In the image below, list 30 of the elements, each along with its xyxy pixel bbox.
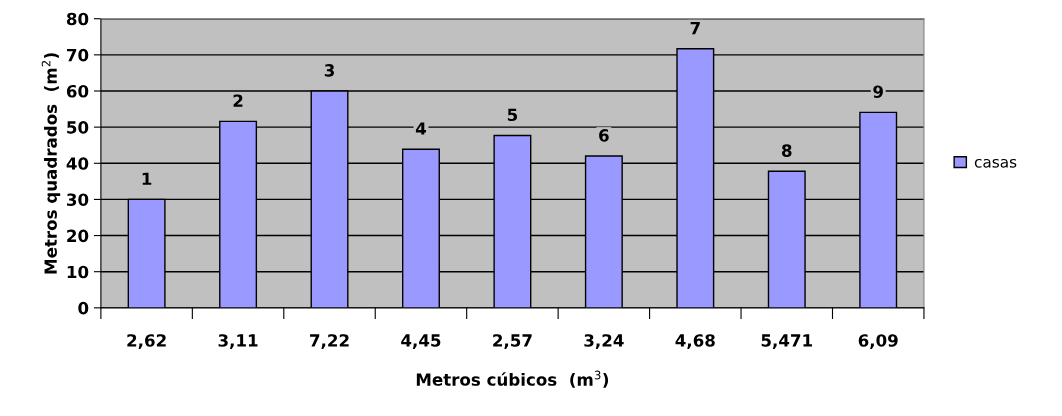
x-tick-label: 3,24 [584,334,624,349]
y-tick-label: 20 [67,229,89,243]
x-tick-label: 4,68 [675,334,715,349]
x-axis-title: Metros cúbicos (m$^{3}$) [416,370,609,388]
x-tick-label: 3,11 [218,334,258,349]
y-tick-label: 0 [78,301,89,315]
y-tick-label: 80 [66,12,89,26]
annotation: 8 [781,144,792,157]
y-tick-label: 50 [67,121,89,134]
x-tick-label: 2,57 [493,334,532,349]
x-tick-label: 7,22 [310,334,349,349]
annotation: 5 [507,108,518,122]
y-tick-label: 40 [66,157,89,170]
x-tick-label: 5,471 [761,334,812,349]
y-axis-title: Metros quadrados (m$^{2}$) [41,53,61,274]
legend-label: casas [974,158,1017,168]
y-tick-label: 70 [67,48,89,62]
x-tick-label: 4,45 [401,334,441,349]
annotation: 2 [233,94,243,107]
y-tick-label: 30 [67,193,89,206]
x-tick-label: 2,62 [127,334,166,349]
y-tick-label: 10 [67,265,89,279]
annotation: 1 [142,172,152,185]
x-tick-label: 6,09 [858,334,898,349]
y-tick-label: 60 [66,84,89,98]
annotation: 4 [415,122,426,135]
annotation: 9 [873,85,883,98]
annotation: 3 [324,64,334,77]
annotation: 7 [690,21,700,35]
annotation: 6 [599,129,609,142]
